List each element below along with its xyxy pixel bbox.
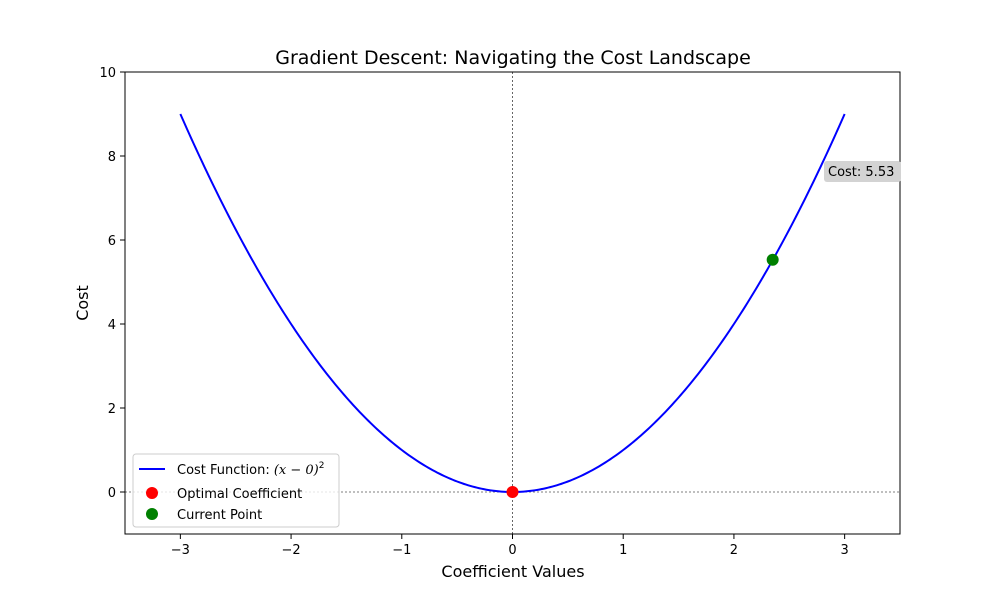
legend-box [132,453,340,528]
y-tick-label: 8 [108,150,116,165]
y-tick-label: 6 [108,234,116,249]
legend-dot-current [146,508,158,520]
x-tick-label: 0 [508,543,516,558]
chart-title: Gradient Descent: Navigating the Cost La… [275,47,751,69]
x-tick-label: −3 [171,543,190,558]
y-tick-label: 2 [108,402,116,417]
cost-annotation: Cost: 5.53 [824,161,901,182]
legend: Cost Function: (x − 0)2 Optimal Coeffici… [132,453,340,528]
y-tick-label: 10 [99,66,116,81]
legend-label-math: (x − 0) [274,463,319,478]
y-axis-ticks: 0 2 4 6 8 10 [99,66,125,501]
x-tick-label: 1 [619,543,627,558]
legend-label-current: Current Point [177,508,262,523]
x-tick-label: 3 [841,543,849,558]
legend-label-prefix: Cost Function: [177,463,274,478]
legend-dot-optimal [146,487,158,499]
x-axis-label: Coefficient Values [441,562,584,581]
legend-label-sup: 2 [319,461,325,471]
x-axis-ticks: −3 −2 −1 0 1 2 3 [171,534,849,558]
y-axis-label: Cost [73,285,92,321]
x-tick-label: −1 [392,543,411,558]
annotation-text: Cost: 5.53 [828,165,894,180]
x-tick-label: −2 [281,543,300,558]
x-tick-label: 2 [730,543,738,558]
current-point [766,253,779,266]
y-tick-label: 0 [108,486,116,501]
optimal-coefficient-point [506,486,519,498]
annotation-box [824,161,901,182]
legend-label-optimal: Optimal Coefficient [177,487,302,502]
point-layer [506,253,779,498]
y-tick-label: 4 [108,318,116,333]
legend-label-cost-function: Cost Function: (x − 0)2 [177,461,324,478]
